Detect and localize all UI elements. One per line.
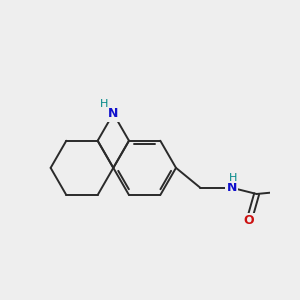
Text: H: H — [229, 172, 237, 183]
Text: N: N — [108, 107, 119, 120]
Text: O: O — [244, 214, 254, 227]
Text: N: N — [226, 181, 237, 194]
Text: H: H — [100, 100, 108, 110]
